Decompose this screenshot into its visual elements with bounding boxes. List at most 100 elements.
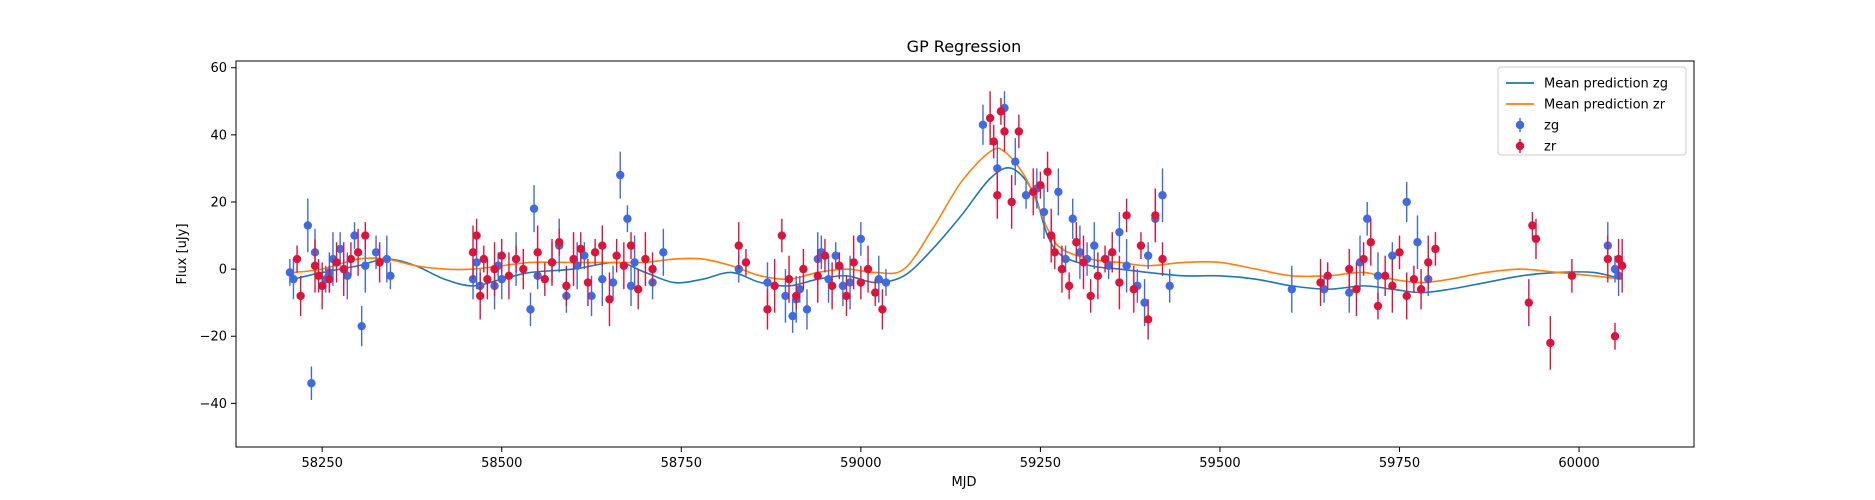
- point-zg: [1287, 285, 1296, 294]
- point-zg: [472, 258, 481, 267]
- point-zr: [842, 291, 851, 301]
- point-zr: [626, 241, 636, 250]
- point-zg: [343, 271, 352, 281]
- point-zg: [497, 274, 506, 284]
- point-zr: [770, 281, 779, 291]
- point-zr: [741, 258, 751, 267]
- point-zg: [630, 258, 639, 267]
- point-zr: [1072, 238, 1081, 247]
- legend: Mean prediction zg Mean prediction zr zg zr: [1497, 66, 1687, 156]
- point-zr: [1617, 261, 1627, 270]
- x-tick-label: 58500: [481, 456, 522, 471]
- point-zg: [626, 281, 636, 291]
- point-zg: [1363, 214, 1372, 223]
- point-zr: [835, 261, 844, 270]
- point-zr: [1000, 127, 1009, 136]
- point-zr: [1151, 211, 1160, 220]
- point-zr: [317, 281, 327, 291]
- point-zr: [339, 264, 348, 274]
- point-zg: [361, 261, 370, 270]
- point-zr: [1524, 298, 1534, 307]
- y-tick-label: 0: [219, 263, 227, 278]
- point-zg: [1021, 191, 1031, 200]
- x-tick-label: 59500: [1199, 456, 1240, 471]
- point-zr: [1158, 254, 1167, 264]
- point-zr: [533, 248, 542, 257]
- point-zg: [616, 170, 625, 180]
- point-zr: [1395, 248, 1404, 257]
- point-zr: [555, 238, 564, 247]
- point-zr: [1100, 254, 1110, 264]
- plot-frame: [235, 60, 1695, 448]
- point-zr: [1086, 291, 1095, 301]
- point-zr: [519, 264, 528, 274]
- point-zg: [608, 278, 618, 287]
- point-zr: [1431, 244, 1440, 254]
- point-zg: [357, 321, 366, 331]
- point-zg: [587, 291, 596, 301]
- point-zr: [985, 113, 995, 123]
- point-zr: [1610, 332, 1620, 341]
- point-zg: [802, 305, 812, 314]
- x-tick-label: 59750: [1379, 456, 1420, 471]
- point-zg: [1402, 197, 1411, 207]
- point-zg: [1158, 191, 1167, 200]
- point-zr: [1129, 285, 1138, 294]
- point-zr: [619, 261, 629, 270]
- x-axis-label: MJD: [951, 475, 976, 490]
- y-tick-label: −40: [200, 397, 227, 412]
- point-zr: [813, 271, 822, 281]
- point-zg: [824, 274, 833, 284]
- point-zg: [529, 204, 539, 213]
- line-mean-prediction-zr: [293, 147, 1623, 284]
- point-zg: [795, 285, 805, 294]
- point-zr: [1402, 291, 1411, 301]
- point-zg: [788, 311, 797, 321]
- point-zg: [881, 278, 891, 287]
- x-axis-ticks: 58250 58500 58750 59000 59250 59500 59750 60000: [302, 447, 1600, 471]
- point-zr: [472, 231, 481, 240]
- point-zr: [1115, 278, 1124, 287]
- point-zr: [1046, 231, 1056, 240]
- point-zg: [1011, 157, 1020, 166]
- point-zr: [1528, 221, 1537, 230]
- point-zg: [874, 274, 884, 284]
- point-zg: [526, 305, 535, 314]
- legend-swatch: [1515, 141, 1525, 151]
- point-zg: [1115, 227, 1124, 237]
- point-zr: [993, 191, 1002, 200]
- point-zr: [1380, 271, 1390, 281]
- point-zr: [590, 248, 600, 257]
- point-zg: [1345, 288, 1354, 297]
- point-zr: [1567, 271, 1577, 281]
- point-zr: [361, 231, 370, 240]
- point-zr: [1057, 264, 1067, 274]
- point-zr: [1373, 301, 1383, 311]
- x-tick-label: 58750: [661, 456, 702, 471]
- point-zr: [856, 278, 866, 287]
- point-zg: [763, 278, 772, 287]
- point-zr: [827, 281, 837, 291]
- point-zg: [1068, 214, 1077, 223]
- point-zg: [993, 164, 1002, 173]
- legend-label: zr: [1544, 140, 1557, 155]
- point-zg: [371, 248, 381, 257]
- point-zg: [623, 214, 632, 223]
- legend-label: Mean prediction zr: [1544, 98, 1666, 113]
- point-zr: [1036, 180, 1045, 190]
- point-zg: [1090, 241, 1099, 250]
- x-tick-label: 58250: [302, 456, 343, 471]
- point-zr: [497, 251, 506, 260]
- point-zr: [314, 271, 323, 281]
- point-zg: [845, 278, 855, 287]
- point-zr: [576, 244, 585, 254]
- point-zr: [1316, 278, 1325, 287]
- y-axis-ticks: −40 −20 0 20 40 60: [200, 61, 236, 412]
- point-zr: [540, 274, 550, 284]
- y-tick-label: 20: [210, 195, 227, 210]
- point-zg: [1143, 251, 1153, 260]
- point-zg: [1388, 251, 1397, 260]
- point-zr: [1531, 234, 1541, 244]
- point-zg: [1165, 281, 1174, 291]
- chart-title: GP Regression: [907, 37, 1022, 56]
